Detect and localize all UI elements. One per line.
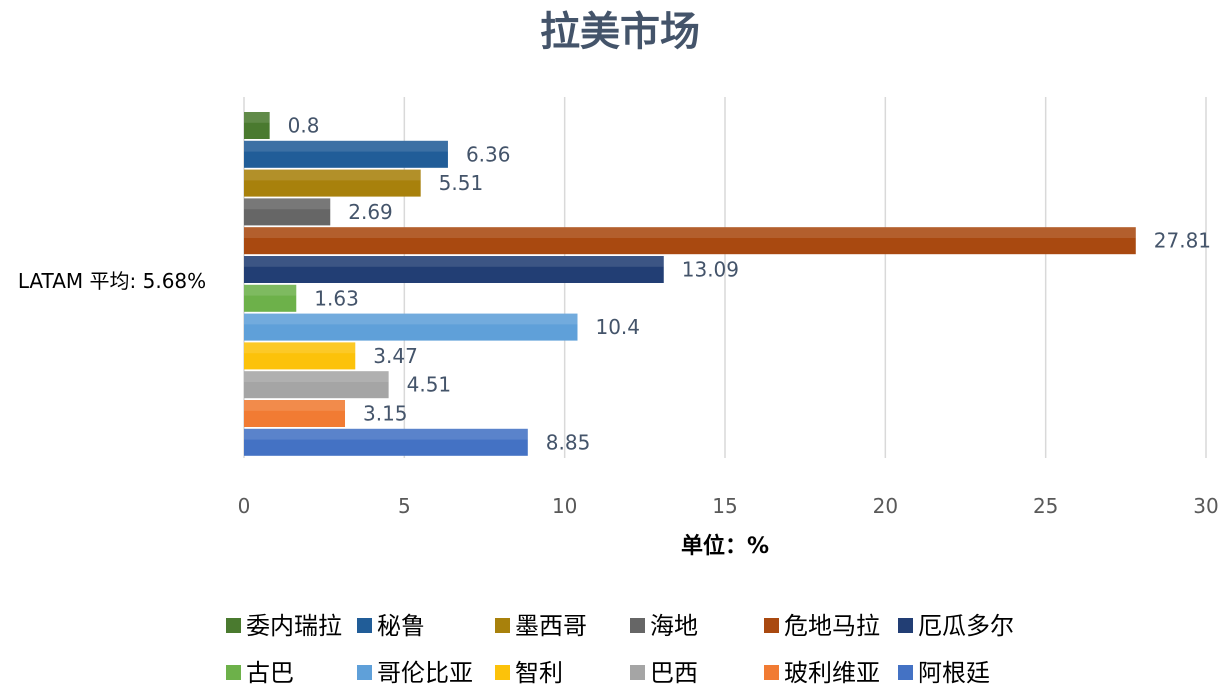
legend-label: 危地马拉 bbox=[784, 612, 880, 640]
bar-highlight bbox=[244, 428, 528, 440]
bar-highlight bbox=[244, 112, 270, 123]
legend-label: 厄瓜多尔 bbox=[918, 612, 1014, 640]
bar-highlight bbox=[244, 256, 664, 267]
bar-highlight bbox=[244, 400, 346, 411]
bar-highlight bbox=[244, 284, 297, 296]
legend-item: 秘鲁 bbox=[357, 612, 425, 640]
legend-item: 海地 bbox=[630, 612, 698, 640]
legend-swatch bbox=[764, 665, 779, 680]
chart-title: 拉美市场 bbox=[540, 9, 700, 55]
data-label: 3.15 bbox=[363, 402, 408, 426]
data-label: 10.4 bbox=[595, 315, 640, 339]
legend-item: 危地马拉 bbox=[764, 612, 880, 640]
x-tick-label: 20 bbox=[873, 494, 898, 518]
bar bbox=[244, 400, 346, 427]
bar bbox=[244, 428, 528, 456]
bar-highlight bbox=[244, 227, 1136, 238]
legend-swatch bbox=[898, 665, 913, 680]
data-label: 27.81 bbox=[1154, 229, 1211, 253]
x-tick-label: 10 bbox=[552, 494, 577, 518]
data-label: 5.51 bbox=[439, 171, 484, 195]
data-labels: 0.8 6.36 5.51 2.69 27.81 13.09 1.63 10.4 3.47 4.5… bbox=[288, 114, 1211, 455]
legend-swatch bbox=[630, 618, 645, 633]
legend-label: 玻利维亚 bbox=[784, 659, 880, 687]
bar bbox=[244, 112, 270, 139]
legend-item: 巴西 bbox=[630, 659, 698, 687]
bar bbox=[244, 284, 297, 312]
bar bbox=[244, 227, 1136, 255]
legend-label: 秘鲁 bbox=[377, 612, 425, 640]
data-label: 4.51 bbox=[407, 373, 452, 397]
legend-label: 墨西哥 bbox=[515, 612, 587, 640]
legend-label: 巴西 bbox=[650, 659, 698, 687]
data-label: 13.09 bbox=[682, 258, 739, 282]
legend-swatch bbox=[226, 665, 241, 680]
bar-highlight bbox=[244, 140, 448, 152]
x-tick-label: 25 bbox=[1033, 494, 1058, 518]
legend-label: 哥伦比亚 bbox=[377, 659, 473, 687]
x-axis-label: 单位：% bbox=[681, 533, 769, 559]
bar-highlight bbox=[244, 371, 389, 382]
x-axis-ticks: 0 5 10 15 20 25 30 bbox=[238, 494, 1219, 518]
data-label: 8.85 bbox=[546, 430, 591, 454]
legend-label: 委内瑞拉 bbox=[246, 612, 342, 640]
legend-item: 阿根廷 bbox=[898, 659, 990, 687]
data-label: 1.63 bbox=[314, 286, 359, 310]
bar bbox=[244, 342, 356, 370]
x-tick-label: 0 bbox=[238, 494, 251, 518]
x-tick-label: 5 bbox=[398, 494, 411, 518]
legend-swatch bbox=[226, 618, 241, 633]
legend-item: 委内瑞拉 bbox=[226, 612, 342, 640]
legend-item: 智利 bbox=[495, 659, 563, 687]
bar-highlight bbox=[244, 198, 331, 210]
data-label: 3.47 bbox=[373, 344, 418, 368]
legend-label: 智利 bbox=[515, 659, 563, 687]
legend-swatch bbox=[495, 618, 510, 633]
legend-swatch bbox=[495, 665, 510, 680]
bar bbox=[244, 198, 331, 226]
legend-label: 阿根廷 bbox=[918, 659, 990, 687]
legend-item: 哥伦比亚 bbox=[357, 659, 473, 687]
bars bbox=[244, 112, 1136, 456]
legend-swatch bbox=[357, 618, 372, 633]
bar bbox=[244, 140, 448, 168]
legend-item: 古巴 bbox=[226, 659, 294, 687]
legend-item: 厄瓜多尔 bbox=[898, 612, 1014, 640]
legend-item: 玻利维亚 bbox=[764, 659, 880, 687]
bar bbox=[244, 256, 664, 283]
legend-swatch bbox=[357, 665, 372, 680]
bar-highlight bbox=[244, 169, 421, 181]
bar-highlight bbox=[244, 313, 578, 325]
legend-label: 古巴 bbox=[246, 659, 294, 687]
data-label: 2.69 bbox=[348, 200, 393, 224]
category-label: LATAM 平均: 5.68% bbox=[18, 269, 206, 293]
legend-swatch bbox=[898, 618, 913, 633]
legend-swatch bbox=[764, 618, 779, 633]
bar bbox=[244, 169, 421, 197]
legend-item: 墨西哥 bbox=[495, 612, 587, 640]
data-label: 6.36 bbox=[466, 142, 511, 166]
legend-swatch bbox=[630, 665, 645, 680]
data-label: 0.8 bbox=[288, 114, 320, 138]
bar bbox=[244, 371, 389, 399]
x-tick-label: 15 bbox=[712, 494, 737, 518]
x-tick-label: 30 bbox=[1193, 494, 1218, 518]
bar-highlight bbox=[244, 342, 356, 354]
bar bbox=[244, 313, 578, 341]
legend-label: 海地 bbox=[650, 612, 698, 640]
